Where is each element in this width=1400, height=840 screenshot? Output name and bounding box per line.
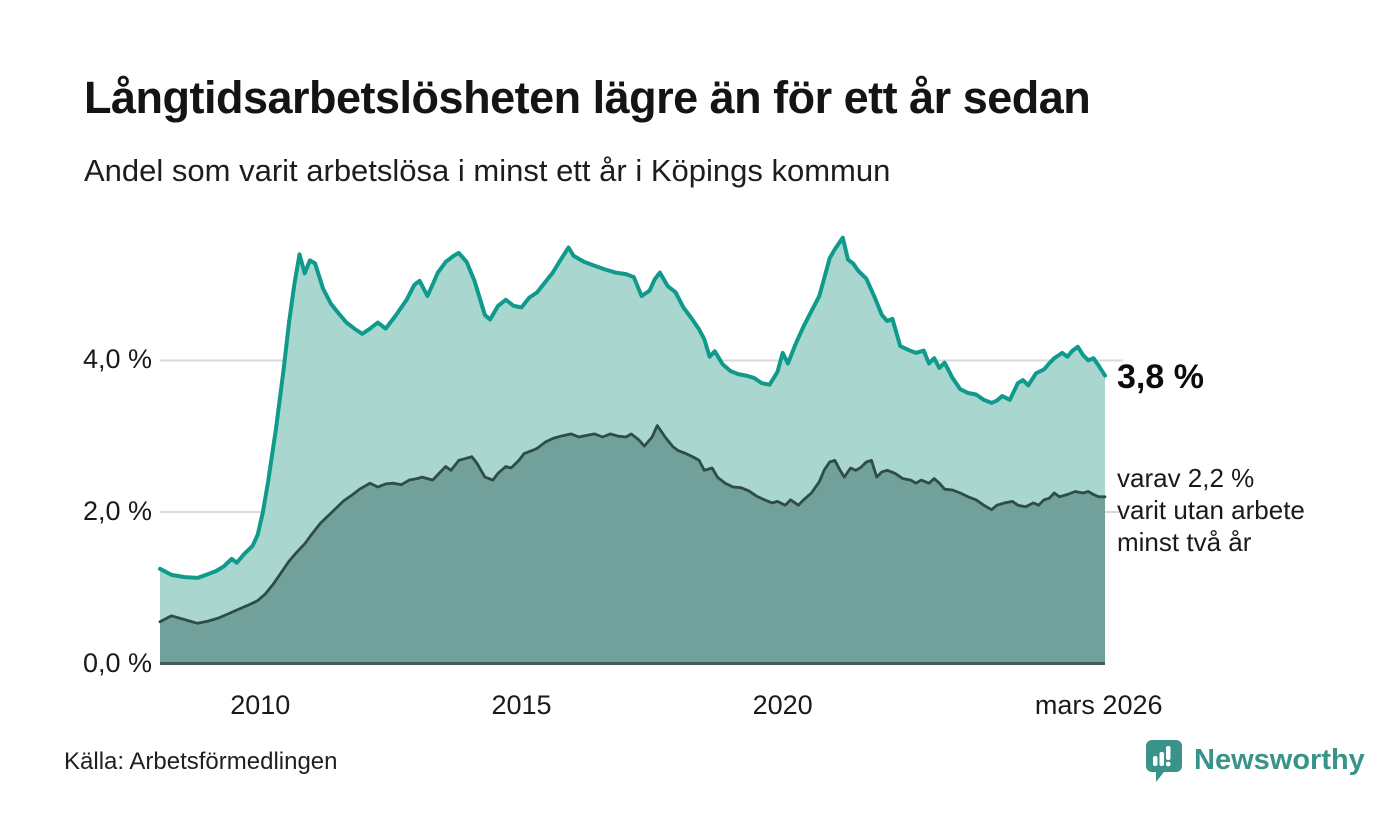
y-tick-label: 0,0 %	[82, 647, 152, 678]
y-tick-label: 2,0 %	[82, 495, 152, 526]
latest-value-annotation: 3,8 %	[1117, 358, 1204, 396]
brand-name: Newsworthy	[1194, 744, 1365, 776]
brand-logo: Newsworthy	[1144, 738, 1365, 784]
secondary-annotation: varav 2,2 % varit utan arbete minst två …	[1117, 463, 1305, 558]
x-tick-label: mars 2026	[1034, 690, 1163, 720]
source-note: Källa: Arbetsförmedlingen	[64, 748, 338, 775]
page-title: Långtidsarbetslösheten lägre än för ett …	[84, 72, 1091, 123]
series-area-minst-tva-ar-line	[158, 424, 1107, 625]
x-tick-label: 2010	[230, 690, 291, 720]
x-tick-label: 2015	[491, 690, 552, 720]
x-tick-label: 2020	[752, 690, 813, 720]
series-area-minst-ett-ar-line	[158, 235, 1107, 580]
y-tick-label: 4,0 %	[82, 344, 152, 375]
page-subtitle: Andel som varit arbetslösa i minst ett å…	[84, 153, 891, 188]
speech-bubble-bar-chart-icon	[1146, 740, 1182, 782]
